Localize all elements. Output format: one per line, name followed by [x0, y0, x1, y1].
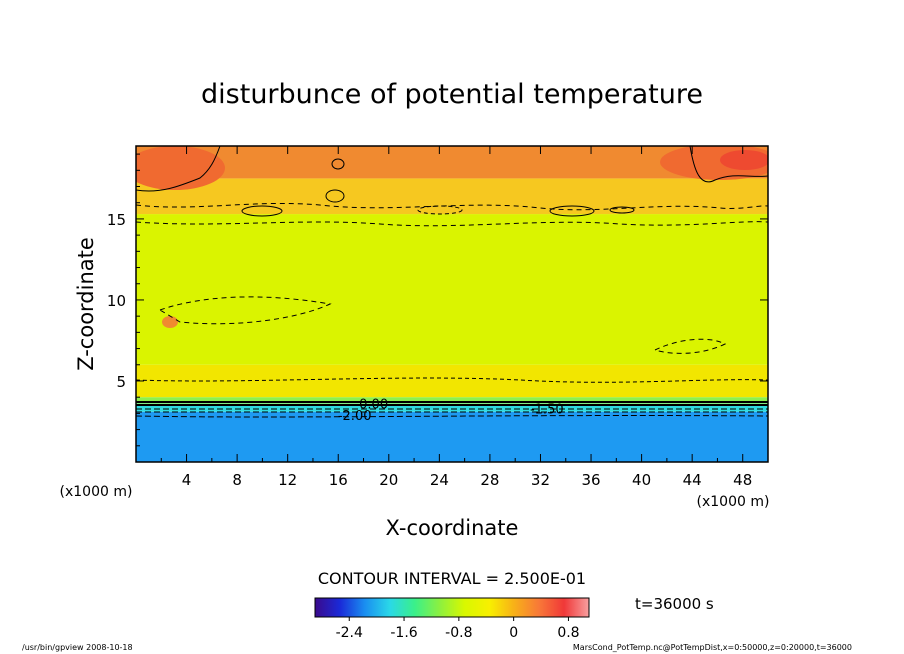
colorbar: -2.4 -1.6 -0.8 0 0.8 — [314, 597, 590, 641]
x-tick-label: 16 — [329, 471, 348, 489]
contour-line-inversion-5 — [136, 415, 768, 418]
contour-label-2: -1.50 — [530, 403, 564, 418]
x-tick-label: 48 — [733, 471, 752, 489]
x-tick-label: 28 — [480, 471, 499, 489]
x-tick-label: 24 — [430, 471, 449, 489]
colorbar-bar — [314, 597, 590, 618]
contour-line-top-right — [689, 146, 768, 183]
colorbar-ticks: -2.4 -1.6 -0.8 0 0.8 — [336, 617, 580, 641]
field-zone-5 — [136, 178, 768, 215]
field-zone-1 — [136, 403, 768, 412]
footer-right: MarsCond_PotTemp.nc@PotTempDist,x=0:5000… — [573, 643, 852, 652]
x-tick-label: 40 — [632, 471, 651, 489]
x-tick-label: 4 — [182, 471, 192, 489]
x-unit-right: (x1000 m) — [697, 494, 770, 510]
x-tick-label: 44 — [683, 471, 702, 489]
colorbar-tick-label: 0.8 — [557, 625, 579, 641]
x-tick-label: 12 — [278, 471, 297, 489]
contour-label-1: 0.00 — [359, 398, 388, 413]
contour-line-top-left — [136, 146, 221, 192]
x-tick-label: 36 — [581, 471, 600, 489]
y-tick-label: 5 — [116, 373, 126, 391]
x-axis-ticks: 4 8 12 16 20 24 28 32 36 40 44 48 — [160, 146, 752, 489]
contour-line-dashed-lower — [136, 221, 768, 227]
contour-closed-2 — [325, 189, 345, 203]
x-unit-left: (x1000 m) — [60, 484, 133, 500]
y-axis-ticks: 5 10 15 — [107, 153, 768, 447]
warm-patch-top-left — [136, 146, 225, 190]
field-zone-2 — [136, 397, 768, 404]
x-tick-label: 32 — [531, 471, 550, 489]
contour-closed-3 — [331, 158, 345, 170]
colorbar-tick-label: -1.6 — [390, 625, 417, 641]
contour-labels: -2.000.00 -1.50 — [338, 398, 564, 424]
x-tick-label: 20 — [379, 471, 398, 489]
warm-patch-top-right-core — [720, 150, 768, 170]
contour-interval-text: CONTOUR INTERVAL = 2.500E-01 — [318, 569, 586, 588]
contour-closed-4 — [417, 205, 463, 215]
contour-label-0: -2.00 — [338, 409, 372, 424]
y-tick-label: 10 — [107, 292, 126, 310]
time-label: t=36000 s — [635, 595, 714, 613]
footer-left: /usr/bin/gpview 2008-10-18 — [22, 643, 133, 652]
colorbar-tick-label: -2.4 — [336, 625, 363, 641]
contour-line-dashed-upper — [136, 202, 768, 211]
contour-closed-1 — [241, 205, 283, 217]
contour-closed-5 — [549, 205, 595, 217]
warm-patches — [136, 146, 768, 328]
x-axis-title: X-coordinate — [386, 516, 519, 540]
plot-area: -2.000.00 -1.50 — [136, 146, 768, 462]
warm-patch-left-mid — [162, 316, 178, 328]
x-tick-label: 8 — [232, 471, 242, 489]
field-zone-0 — [136, 411, 768, 462]
contour-lines — [136, 146, 768, 418]
colorbar-tick-label: -0.8 — [445, 625, 472, 641]
plot-frame — [135, 145, 769, 463]
chart-title: disturbunce of potential temperature — [201, 79, 703, 110]
y-tick-label: 15 — [107, 211, 126, 229]
field-layer — [136, 146, 768, 462]
contour-line-surface — [136, 377, 768, 383]
contour-closed-6 — [609, 206, 635, 214]
colorbar-tick-label: 0 — [509, 625, 518, 641]
field-zone-4 — [136, 214, 768, 365]
contour-line-dashed-right — [653, 338, 727, 354]
contour-line-dashed-mid — [158, 296, 332, 325]
y-axis-title: Z-coordinate — [74, 237, 98, 371]
